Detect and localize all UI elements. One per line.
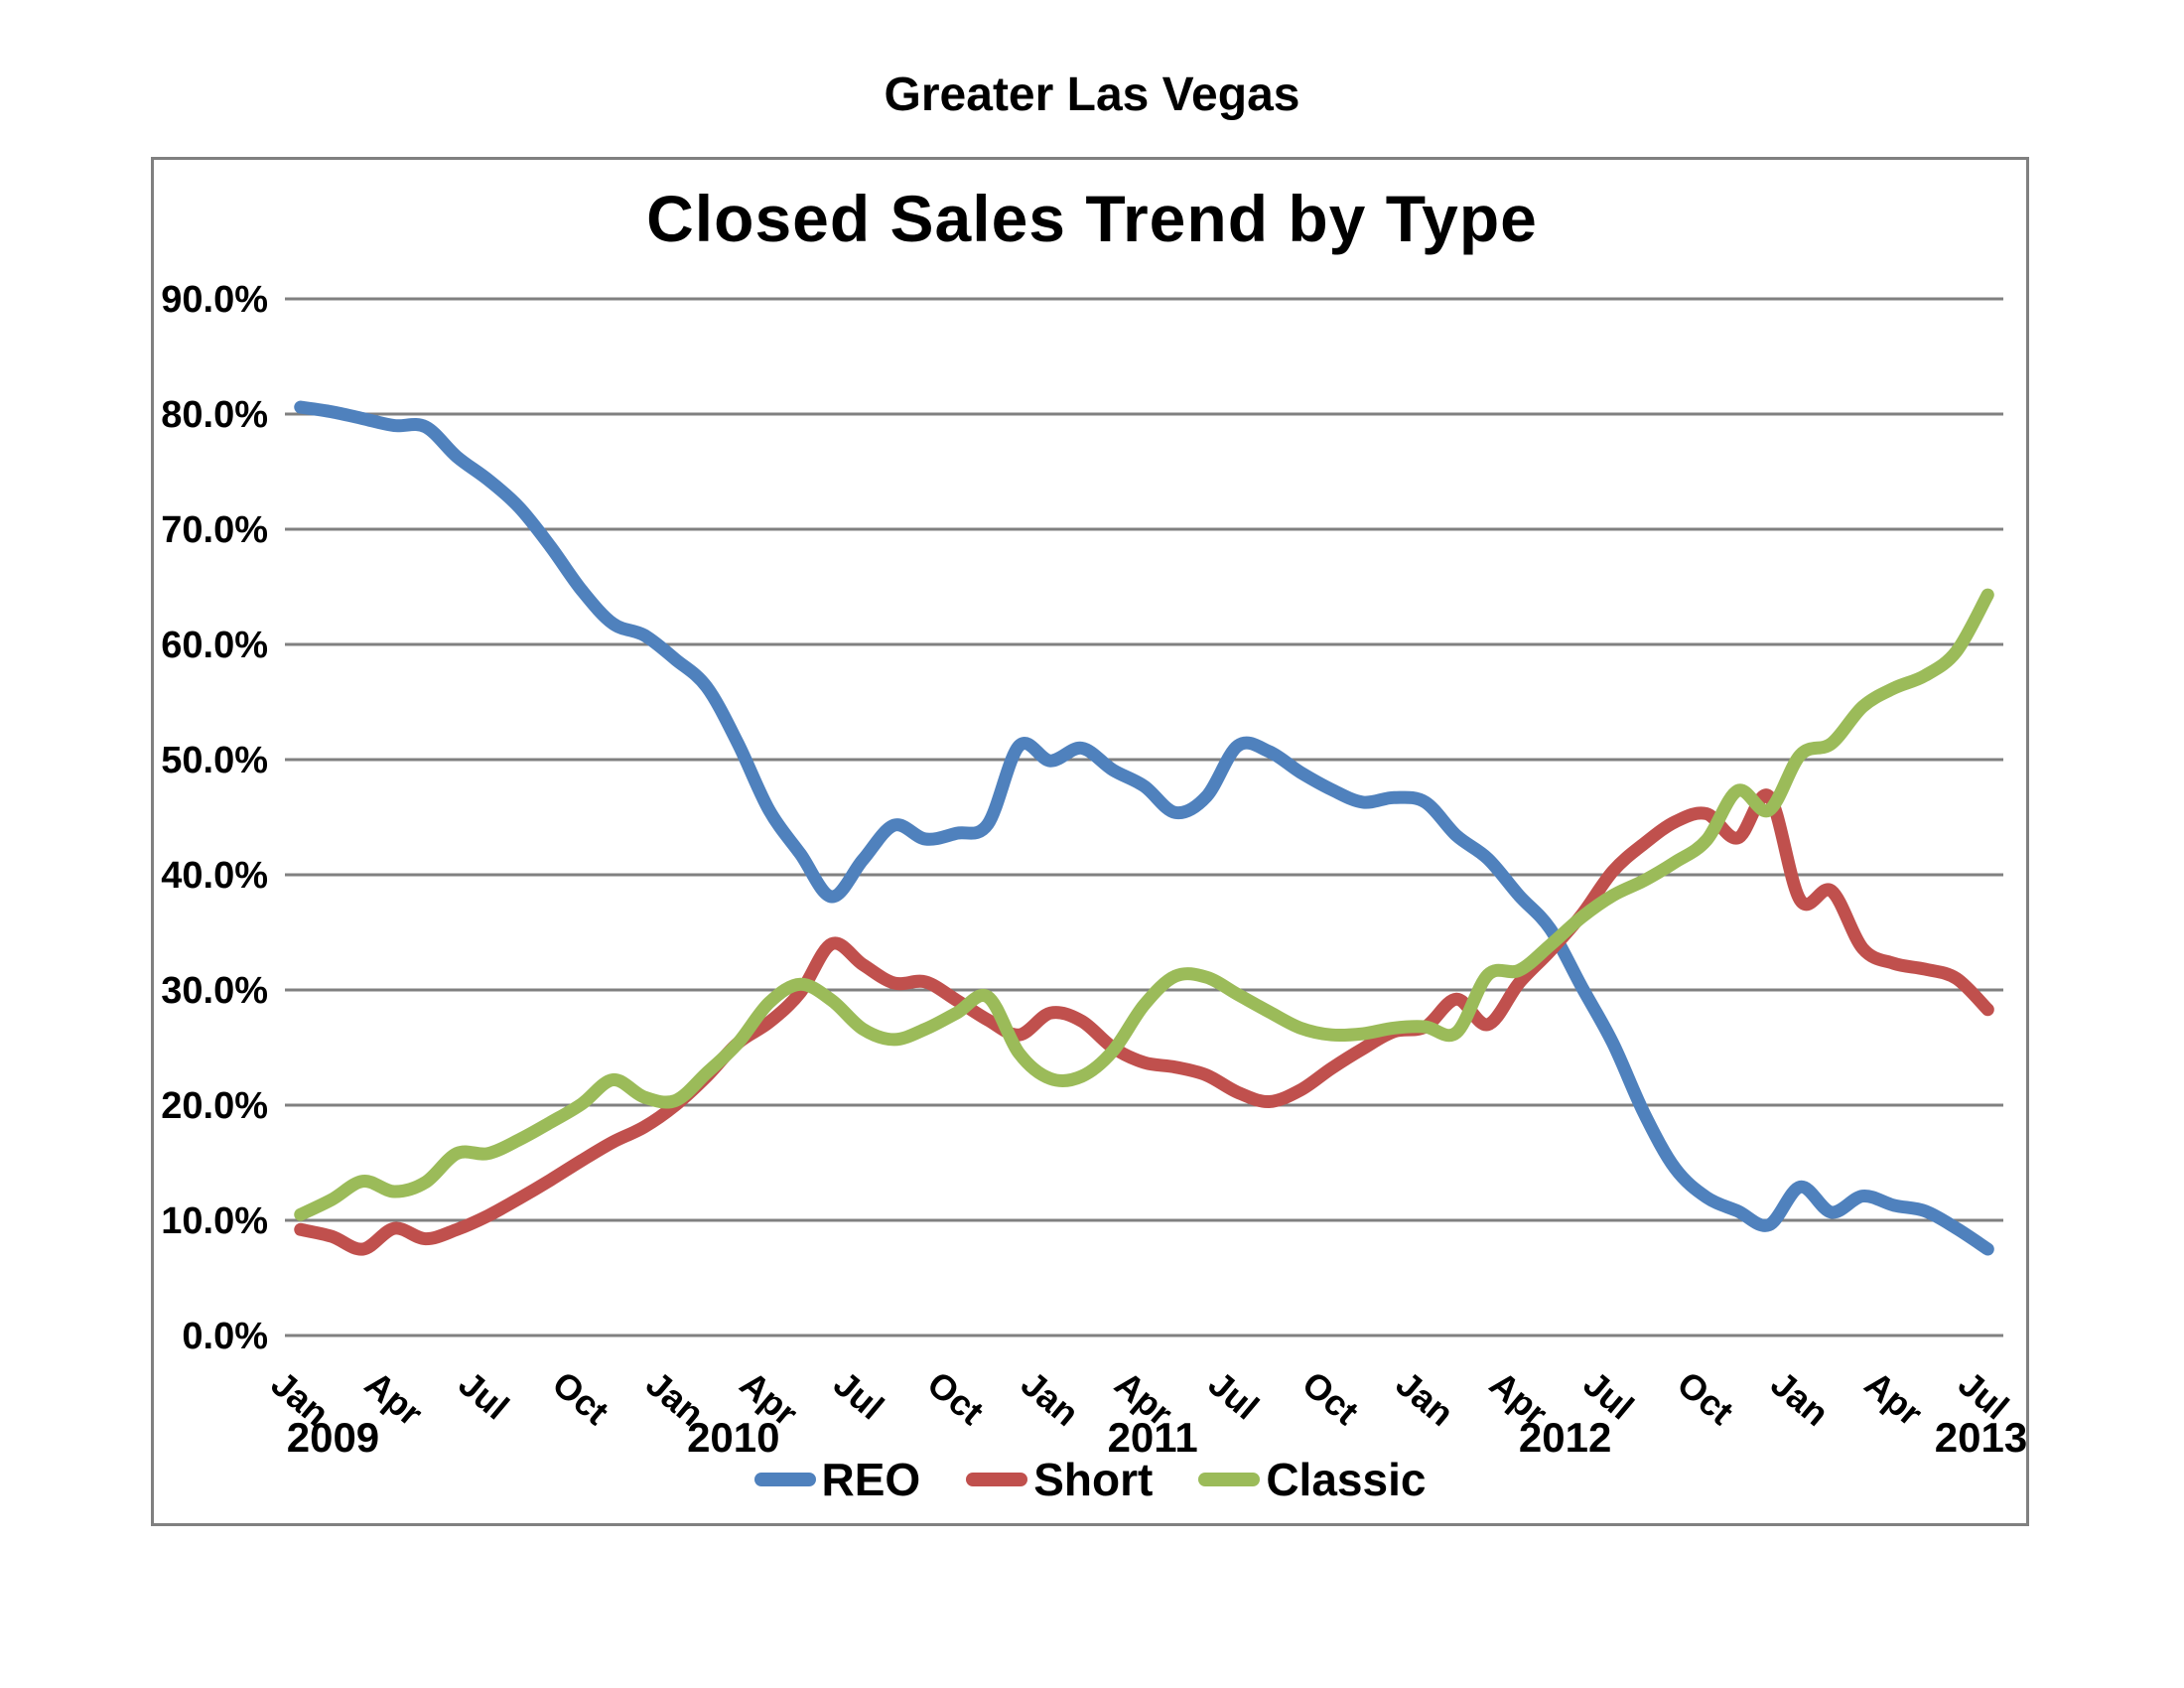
year-label: 2009	[287, 1414, 379, 1461]
legend-item-reo: REO	[753, 1453, 921, 1506]
x-tick-label: Oct	[1295, 1363, 1366, 1433]
y-tick-label: 90.0%	[161, 279, 268, 321]
y-tick-label: 10.0%	[161, 1200, 268, 1242]
x-tick-label: Oct	[920, 1363, 992, 1433]
legend-label-reo: REO	[821, 1454, 921, 1505]
legend-label-short: Short	[1033, 1454, 1154, 1505]
x-tick-label: Oct	[1670, 1363, 1741, 1433]
year-labels: 2009 2010 2011 2012 2013	[287, 1414, 2027, 1461]
y-tick-label: 70.0%	[161, 509, 268, 551]
x-tick-label: Jan	[1763, 1363, 1837, 1434]
chart-container	[151, 157, 2029, 1526]
y-tick-label: 30.0%	[161, 970, 268, 1012]
chart-title: Closed Sales Trend by Type	[646, 182, 1538, 255]
y-tick-label: 60.0%	[161, 625, 268, 666]
page-title: Greater Las Vegas	[884, 69, 1300, 121]
year-label: 2013	[1935, 1414, 2027, 1461]
x-tick-label: Oct	[545, 1363, 616, 1433]
series-line-short	[294, 788, 1994, 1256]
year-label: 2012	[1519, 1414, 1611, 1461]
legend-item-classic: Classic	[1198, 1453, 1426, 1506]
legend-label-classic: Classic	[1266, 1454, 1427, 1505]
x-tick-label: Jan	[1389, 1363, 1462, 1434]
x-tick-label: Jan	[1014, 1363, 1087, 1434]
legend-swatch-short	[966, 1473, 1028, 1486]
y-tick-label: 20.0%	[161, 1085, 268, 1127]
year-label: 2010	[687, 1414, 779, 1461]
x-tick-label: Jul	[826, 1363, 891, 1428]
legend-swatch-classic	[1198, 1473, 1261, 1486]
y-tick-label: 40.0%	[161, 855, 268, 897]
y-tick-label: 0.0%	[182, 1316, 268, 1357]
year-label: 2011	[1108, 1414, 1198, 1461]
x-tick-label: Jul	[451, 1363, 516, 1428]
legend-swatch-reo	[753, 1473, 816, 1486]
y-axis-labels: 0.0% 10.0% 20.0% 30.0% 40.0% 50.0% 60.0% 70.0% 8…	[161, 279, 268, 1357]
y-tick-label: 50.0%	[161, 740, 268, 781]
x-tick-label: Apr	[1857, 1363, 1931, 1434]
chart-legend: REO Short Classic	[151, 1448, 2029, 1511]
y-tick-label: 80.0%	[161, 394, 268, 436]
series-line-reo	[294, 400, 1994, 1256]
x-tick-label: Jul	[1201, 1363, 1267, 1428]
legend-item-short: Short	[966, 1453, 1153, 1506]
series-line-classic	[294, 588, 1994, 1221]
